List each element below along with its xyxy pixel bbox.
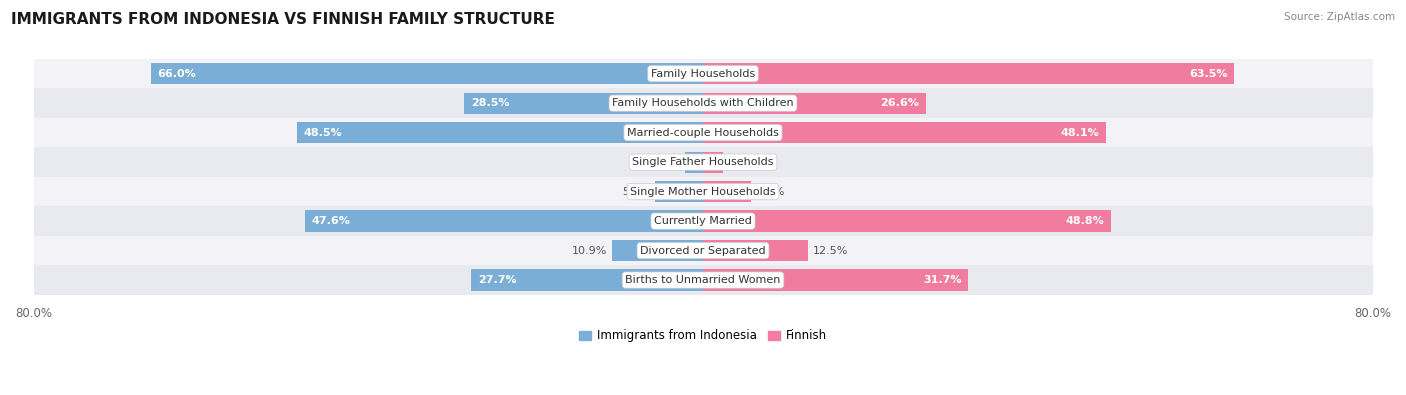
Bar [703,181,751,202]
Text: 10.9%: 10.9% [571,246,607,256]
Bar [612,240,703,261]
Text: Family Households with Children: Family Households with Children [612,98,794,108]
Bar [34,177,1372,206]
Text: 48.5%: 48.5% [304,128,343,137]
Text: Currently Married: Currently Married [654,216,752,226]
Bar [703,269,969,291]
Bar [703,92,925,114]
Text: Divorced or Separated: Divorced or Separated [640,246,766,256]
Bar [34,147,1372,177]
Text: 31.7%: 31.7% [924,275,962,285]
Text: 2.4%: 2.4% [728,157,756,167]
Text: 66.0%: 66.0% [157,69,195,79]
Text: 2.2%: 2.2% [651,157,679,167]
Bar [34,88,1372,118]
Bar [464,92,703,114]
Bar [471,269,703,291]
Bar [34,206,1372,236]
Bar [655,181,703,202]
Bar [34,265,1372,295]
Bar [703,122,1105,143]
Text: IMMIGRANTS FROM INDONESIA VS FINNISH FAMILY STRUCTURE: IMMIGRANTS FROM INDONESIA VS FINNISH FAM… [11,12,555,27]
Text: 12.5%: 12.5% [813,246,848,256]
Text: 28.5%: 28.5% [471,98,510,108]
Bar [34,118,1372,147]
Text: Married-couple Households: Married-couple Households [627,128,779,137]
Legend: Immigrants from Indonesia, Finnish: Immigrants from Indonesia, Finnish [574,325,832,347]
Text: Family Households: Family Households [651,69,755,79]
Text: Single Mother Households: Single Mother Households [630,186,776,197]
Text: 63.5%: 63.5% [1189,69,1227,79]
Bar [150,63,703,84]
Bar [305,211,703,232]
Text: Births to Unmarried Women: Births to Unmarried Women [626,275,780,285]
Bar [703,63,1234,84]
Bar [297,122,703,143]
Bar [703,211,1111,232]
Text: 48.1%: 48.1% [1060,128,1099,137]
Text: 48.8%: 48.8% [1066,216,1105,226]
Text: Single Father Households: Single Father Households [633,157,773,167]
Bar [703,240,807,261]
Bar [34,236,1372,265]
Text: 27.7%: 27.7% [478,275,516,285]
Bar [703,152,723,173]
Bar [34,59,1372,88]
Text: 26.6%: 26.6% [880,98,920,108]
Text: 47.6%: 47.6% [311,216,350,226]
Text: 5.7%: 5.7% [755,186,785,197]
Bar [685,152,703,173]
Text: 5.7%: 5.7% [621,186,651,197]
Text: Source: ZipAtlas.com: Source: ZipAtlas.com [1284,12,1395,22]
